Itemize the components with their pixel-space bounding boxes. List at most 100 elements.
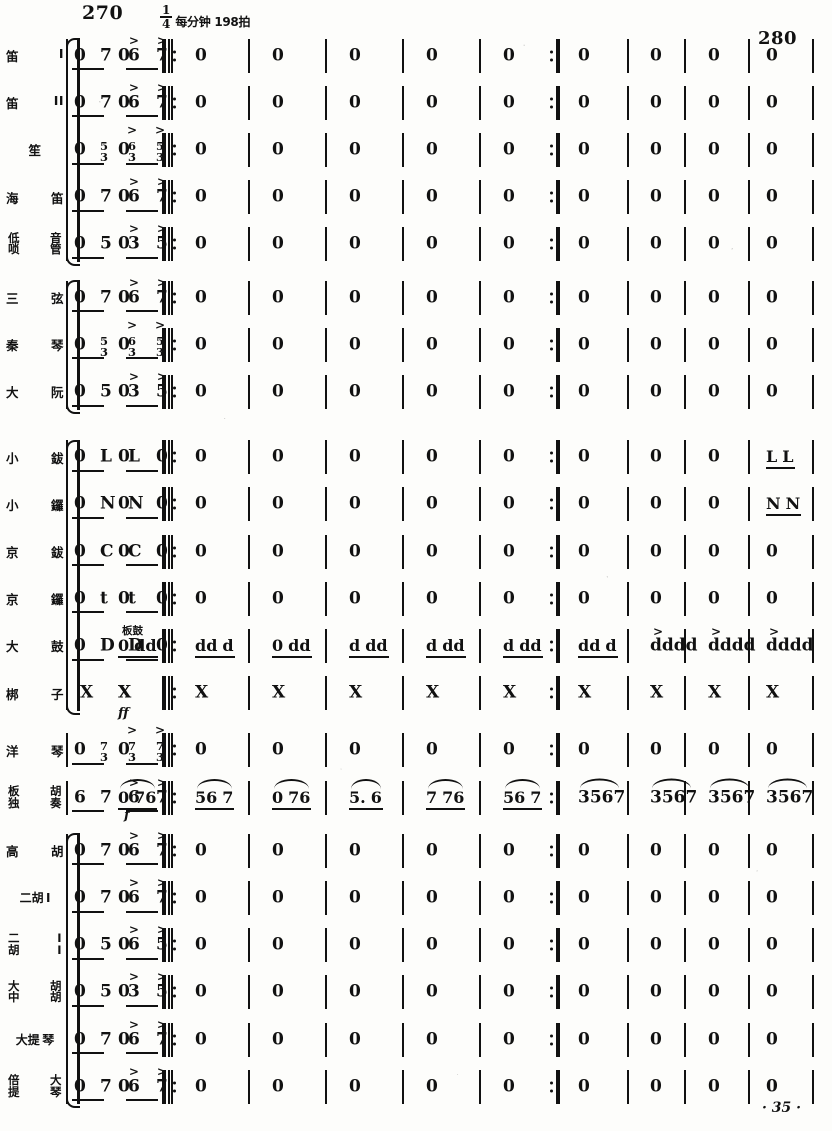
beam [72, 957, 104, 960]
barline [479, 440, 481, 475]
measure-content: 0 [195, 543, 207, 560]
beam [72, 209, 104, 212]
instrument-label-jingbo: 京鈸 [6, 545, 64, 561]
score-system: 笛I076>7>0000000000笛II076>7>0000000000笙05… [0, 32, 832, 1110]
barline-thick [162, 38, 166, 73]
note: 0 [195, 186, 207, 207]
barline [171, 1022, 173, 1057]
note: 0 [578, 934, 590, 955]
barline [479, 327, 481, 362]
note: 0 [272, 1076, 284, 1097]
measure-content: X [118, 684, 131, 702]
note: d [222, 635, 234, 655]
repeat-dots [550, 451, 553, 463]
measure-content: 0 [349, 495, 361, 513]
repeat-dots [173, 386, 176, 398]
instrument-label-xiaobo: 小鈸 [6, 450, 64, 466]
note: X [708, 682, 722, 703]
barline [402, 1022, 404, 1057]
measure-content: 0 [426, 448, 438, 466]
barline [325, 928, 327, 963]
measure-content: 0 [578, 383, 590, 400]
barline [627, 327, 629, 362]
beam [272, 807, 312, 810]
measure-content: 0 [766, 1031, 778, 1048]
measure-content: 0 [650, 1031, 662, 1048]
note: 0 [708, 493, 720, 514]
beam [72, 810, 104, 813]
measure-content: 0 [426, 141, 438, 158]
repeat-dots [550, 1081, 553, 1093]
measure-content: 0 [426, 590, 438, 607]
barline [248, 327, 250, 362]
beam [126, 762, 158, 765]
barline [168, 280, 170, 315]
barline [248, 780, 250, 815]
repeat-dots [550, 339, 553, 351]
accent-mark: > [128, 922, 139, 937]
measure-content: 0 [349, 336, 361, 353]
note: X [766, 682, 780, 703]
note: 0 [272, 739, 284, 760]
staff-dagu: 大鼓0DD00ddddd0dddddddddddddddddd>dddd>ddd… [0, 622, 832, 669]
barline [171, 534, 173, 569]
note: 0 [118, 887, 130, 908]
note: 0 [426, 92, 438, 113]
beam [118, 655, 158, 658]
note: 0 [708, 45, 720, 66]
barline [402, 280, 404, 315]
barline [248, 928, 250, 963]
measures-xiaobo: 0LL0000000000LL [66, 434, 826, 481]
barline [627, 1069, 629, 1104]
repeat-dots [173, 451, 176, 463]
measure-content: 0 [708, 289, 720, 306]
barline [168, 780, 170, 815]
note: 0 [578, 493, 590, 514]
measure-content: 0 [708, 336, 720, 353]
barline-thick [556, 628, 560, 663]
accent-mark: > [157, 876, 167, 888]
measure-content: 0 [349, 1031, 361, 1048]
instrument-label-qinqin: 秦琴 [6, 338, 64, 354]
barline [325, 85, 327, 120]
measure-content: 0 [349, 188, 361, 206]
measure-content: 0 [118, 336, 130, 353]
barline-thick [162, 327, 166, 362]
note: 7 [100, 787, 112, 808]
note: 0 [503, 1029, 515, 1050]
chord-note: 7 3 > [154, 723, 166, 765]
note: 0 [272, 334, 284, 355]
accent-mark: > [157, 223, 167, 235]
barline [684, 85, 686, 120]
note: 5> [156, 223, 168, 253]
measures-jingbo: 0CC00000000000 [66, 528, 826, 575]
barline [325, 780, 327, 815]
barline [325, 374, 327, 409]
note: 0 [766, 287, 778, 308]
note: 0 [272, 981, 284, 1002]
accent-mark: > [157, 829, 167, 841]
note: 0 [766, 981, 778, 1002]
note: 0 [578, 446, 590, 467]
measure-content: 0 [503, 336, 515, 353]
barline [248, 1022, 250, 1057]
note: dd [578, 635, 601, 655]
barline [627, 227, 629, 262]
note: 0 [349, 739, 361, 760]
barline-thick [556, 975, 560, 1010]
note: 6 > [128, 1064, 140, 1097]
measure-content: 0 [426, 94, 438, 111]
note: X [195, 682, 209, 703]
note: X [118, 682, 132, 703]
time-signature-denominator: 4 [160, 16, 173, 31]
note: 0 [650, 186, 662, 207]
measure-content: 0 [195, 495, 207, 513]
note: 0 [195, 840, 207, 861]
measure-content: 0 [195, 47, 207, 64]
barline [248, 227, 250, 262]
barline [627, 440, 629, 475]
